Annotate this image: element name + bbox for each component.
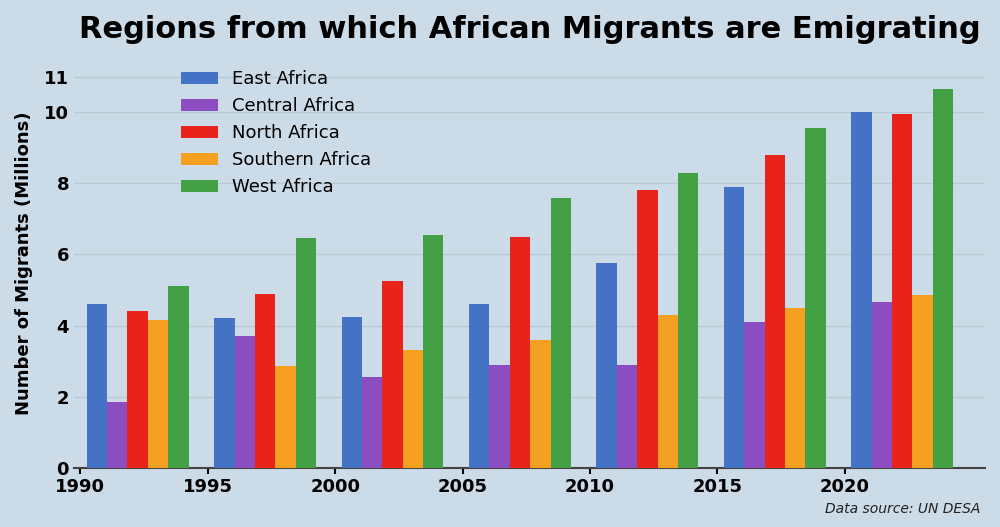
Bar (489, 365, 510, 468)
Legend: East Africa, Central Africa, North Africa, Southern Africa, West Africa: East Africa, Central Africa, North Afric… (174, 63, 378, 203)
Bar (423, 235, 443, 468)
Bar (255, 294, 275, 468)
Bar (382, 281, 403, 468)
Bar (637, 190, 658, 468)
Bar (168, 286, 189, 468)
Bar (469, 304, 489, 468)
Bar (912, 295, 933, 468)
Bar (214, 318, 235, 468)
Bar (933, 89, 953, 468)
Bar (658, 315, 678, 468)
Bar (724, 187, 744, 468)
Bar (744, 322, 765, 468)
Bar (872, 302, 892, 468)
Bar (596, 264, 617, 468)
Bar (617, 365, 637, 468)
Bar (296, 238, 316, 468)
Bar (403, 350, 423, 468)
Bar (551, 198, 571, 468)
Title: Regions from which African Migrants are Emigrating: Regions from which African Migrants are … (79, 15, 980, 44)
Bar (805, 128, 826, 468)
Bar (678, 173, 698, 468)
Bar (510, 237, 530, 468)
Bar (851, 112, 872, 468)
Bar (342, 317, 362, 468)
Bar (127, 311, 148, 468)
Bar (275, 366, 296, 468)
Text: Data source: UN DESA: Data source: UN DESA (825, 502, 980, 516)
Bar (87, 304, 107, 468)
Bar (892, 114, 912, 468)
Bar (235, 336, 255, 468)
Bar (148, 320, 168, 468)
Bar (785, 308, 805, 468)
Bar (362, 377, 382, 468)
Bar (765, 155, 785, 468)
Y-axis label: Number of Migrants (Millions): Number of Migrants (Millions) (15, 112, 33, 415)
Bar (107, 402, 127, 468)
Bar (530, 340, 551, 468)
